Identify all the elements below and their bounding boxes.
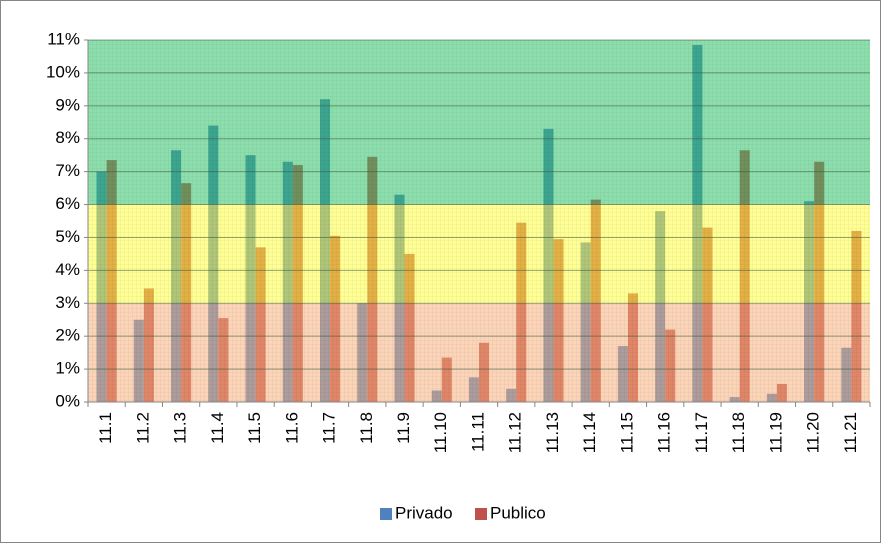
y-tick-label: 7% — [55, 161, 80, 180]
x-tick-label: 11.2 — [133, 412, 152, 444]
y-tick-label: 1% — [55, 359, 80, 378]
band-mesh — [88, 40, 870, 205]
x-tick-label: 11.7 — [320, 412, 339, 444]
y-tick-label: 3% — [55, 293, 80, 312]
x-tick-label: 11.5 — [245, 412, 264, 444]
legend-swatch — [380, 508, 392, 520]
x-tick-label: 11.17 — [692, 412, 711, 453]
x-tick-label: 11.10 — [431, 412, 450, 453]
y-tick-label: 5% — [55, 227, 80, 246]
y-tick-label: 4% — [55, 260, 80, 279]
x-tick-label: 11.16 — [655, 412, 674, 453]
x-tick-label: 11.1 — [96, 412, 115, 444]
x-tick-label: 11.13 — [543, 412, 562, 453]
x-tick-label: 11.6 — [282, 412, 301, 444]
x-tick-label: 11.15 — [617, 412, 636, 453]
x-tick-label: 11.3 — [171, 412, 190, 444]
x-tick-label: 11.12 — [506, 412, 525, 453]
x-tick-label: 11.21 — [841, 412, 860, 453]
x-tick-label: 11.19 — [766, 412, 785, 453]
y-tick-label: 11% — [47, 29, 80, 48]
y-tick-label: 2% — [55, 326, 80, 345]
x-tick-label: 11.14 — [580, 412, 599, 453]
x-tick-label: 11.8 — [357, 412, 376, 444]
y-tick-label: 0% — [55, 391, 80, 410]
legend-label: Privado — [395, 503, 453, 522]
y-tick-label: 9% — [55, 95, 80, 114]
legend-swatch — [475, 508, 487, 520]
x-tick-label: 11.4 — [208, 412, 227, 444]
band-mesh — [88, 303, 870, 402]
x-tick-label: 11.9 — [394, 412, 413, 444]
y-tick-label: 8% — [55, 128, 80, 147]
x-tick-label: 11.11 — [468, 412, 487, 452]
legend-label: Publico — [490, 503, 546, 522]
y-tick-label: 6% — [55, 194, 80, 213]
x-tick-label: 11.20 — [804, 412, 823, 453]
x-tick-label: 11.18 — [729, 412, 748, 453]
y-tick-label: 10% — [46, 62, 80, 81]
band-mesh — [88, 204, 870, 304]
